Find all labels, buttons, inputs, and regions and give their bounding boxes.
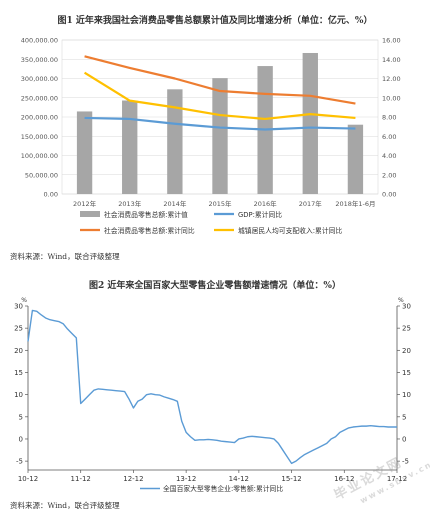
- chart1-x-tick: 2015年: [208, 199, 232, 208]
- chart2-title: 图2 近年来全国百家大型零售企业零售额增速情况（单位：%）: [89, 281, 341, 291]
- chart2-y-right-tick: 0: [402, 435, 406, 443]
- chart1: 0.00 50,000.00 100,000.00 150,000.00 200,000…: [21, 37, 401, 236]
- chart2-y-left-tick: 30: [14, 303, 23, 311]
- chart1-x-tick: 2018年1-6月: [335, 199, 375, 208]
- chart1-legend-label: GDP:累计同比: [238, 210, 282, 219]
- chart2-x-tick: 10-12: [18, 475, 38, 483]
- chart2-x-tick: 11-12: [71, 475, 91, 483]
- chart1-y-left-tick: 100,000.00: [21, 152, 58, 160]
- chart1-bar: [76, 111, 93, 194]
- chart2: % % -5 0 5 10 15 20 25 30 -5 0 5 10 15 20 25 30 10-12 11-12…: [14, 297, 411, 493]
- chart2-y-right-tick: 20: [402, 347, 411, 355]
- chart1-x-tick: 2014年: [163, 199, 187, 208]
- chart2-y-right-tick: 30: [402, 303, 411, 311]
- chart1-bar: [212, 78, 228, 194]
- chart1-y-right-tick: 4.00: [382, 152, 396, 160]
- chart2-unit-right: %: [398, 297, 404, 304]
- chart1-y-right-tick: 0.00: [382, 191, 396, 199]
- chart1-x-tick: 2017年: [299, 199, 323, 208]
- chart1-x-tick: 2013年: [118, 199, 142, 208]
- chart1-title: 图1 近年来我国社会消费品零售总额累计值及同比增速分析（单位：亿元、%）: [57, 16, 373, 26]
- chart2-y-left-tick: 5: [19, 413, 23, 421]
- chart1-y-right-tick: 14.00: [382, 56, 401, 64]
- chart1-y-left-tick: 0.00: [44, 191, 58, 199]
- chart1-source: 资料来源：Wind，联合评级整理: [10, 252, 120, 261]
- chart1-legend-label: 城镇居民人均可支配收入:累计同比: [238, 226, 342, 235]
- chart2-y-left-tick: 15: [14, 369, 23, 377]
- chart1-y-left-tick: 150,000.00: [21, 133, 58, 141]
- chart2-series-line: [27, 309, 397, 465]
- chart2-y-right-tick: 15: [402, 369, 411, 377]
- chart1-y-left-tick: 50,000.00: [25, 171, 58, 179]
- chart1-y-left-tick: 350,000.00: [21, 56, 58, 64]
- chart2-x-tick: 12-12: [123, 475, 143, 483]
- chart2-legend-label: 全国百家大型零售企业:零售额:累计同比: [163, 484, 283, 493]
- chart2-y-left-tick: 20: [14, 347, 23, 355]
- chart2-source: 资料来源：Wind，联合评级整理: [10, 501, 120, 510]
- chart1-y-right-tick: 16.00: [382, 37, 401, 45]
- chart2-x-tick: 17-12: [387, 475, 407, 483]
- chart2-y-left-tick: -5: [16, 458, 23, 466]
- chart2-y-right-tick: 5: [402, 413, 406, 421]
- chart1-series-line: [83, 71, 356, 121]
- chart1-bar: [302, 52, 318, 194]
- chart2-y-left-tick: 10: [14, 391, 23, 399]
- chart1-y-right-tick: 8.00: [382, 114, 396, 122]
- chart1-y-left-tick: 200,000.00: [21, 114, 58, 122]
- chart1-y-right-tick: 6.00: [382, 133, 396, 141]
- chart2-y-right-tick: 25: [402, 325, 411, 333]
- chart1-bar: [167, 89, 183, 194]
- chart1-series-line: [84, 116, 356, 131]
- chart2-y-right-tick: -5: [402, 458, 409, 466]
- chart1-bar: [122, 100, 138, 194]
- chart1-y-right-tick: 10.00: [382, 94, 401, 102]
- chart1-y-left-tick: 400,000.00: [21, 37, 58, 45]
- chart1-y-left-tick: 250,000.00: [21, 94, 58, 102]
- chart2-x-tick: 13-12: [176, 475, 196, 483]
- chart1-legend-label: 社会消费品零售总额:累计值: [104, 210, 188, 219]
- chart1-y-right-tick: 2.00: [382, 171, 396, 179]
- chart1-legend-label: 社会消费品零售总额:累计同比: [104, 226, 195, 235]
- chart1-bar: [347, 124, 364, 194]
- chart1-series-line: [84, 55, 356, 105]
- chart1-y-right-tick: 12.00: [382, 75, 401, 83]
- chart2-x-tick: 15-12: [281, 475, 301, 483]
- chart2-y-right-tick: 10: [402, 391, 411, 399]
- chart2-y-left-tick: 0: [19, 435, 23, 443]
- chart1-legend-swatch: [80, 211, 100, 217]
- chart2-x-tick: 14-12: [229, 475, 249, 483]
- chart1-x-tick: 2016年: [254, 199, 278, 208]
- chart2-y-left-tick: 25: [14, 325, 23, 333]
- chart2-x-tick: 16-12: [334, 475, 354, 483]
- chart1-x-tick: 2012年: [73, 199, 97, 208]
- chart1-y-left-tick: 300,000.00: [21, 75, 58, 83]
- chart2-unit-left: %: [21, 297, 27, 304]
